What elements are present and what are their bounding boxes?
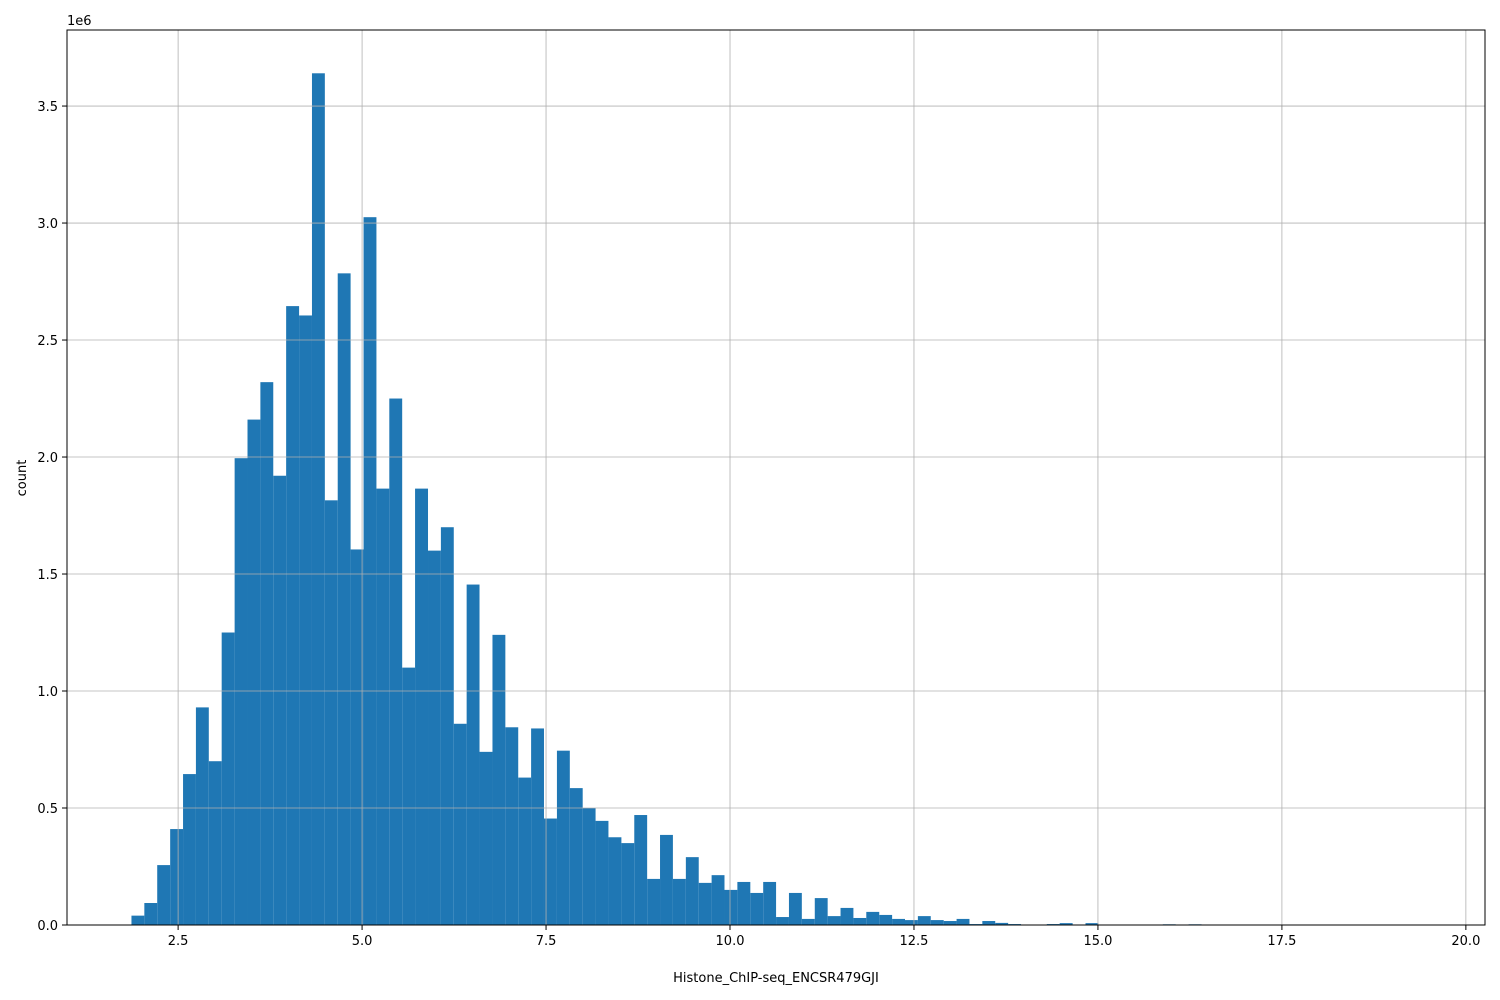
bar bbox=[428, 550, 441, 925]
bar bbox=[892, 918, 905, 925]
bar bbox=[621, 843, 635, 925]
x-tick-label: 12.5 bbox=[899, 934, 928, 949]
bar bbox=[260, 382, 274, 925]
bar bbox=[930, 920, 944, 925]
bar bbox=[582, 808, 596, 925]
bar bbox=[466, 584, 480, 925]
bar bbox=[453, 723, 467, 925]
bar bbox=[195, 707, 209, 925]
bar bbox=[956, 918, 970, 925]
bar bbox=[698, 882, 712, 925]
bar bbox=[763, 881, 777, 925]
bar bbox=[234, 458, 248, 925]
bar bbox=[814, 898, 828, 925]
bar bbox=[311, 73, 325, 925]
bar bbox=[337, 273, 351, 925]
bar bbox=[724, 889, 738, 925]
bar bbox=[1085, 923, 1099, 925]
bar bbox=[943, 921, 957, 925]
y-offset-label: 1e6 bbox=[67, 14, 92, 29]
bar bbox=[595, 820, 609, 925]
x-tick-label: 2.5 bbox=[168, 934, 189, 949]
bar bbox=[879, 914, 893, 925]
y-axis-label: count bbox=[15, 460, 30, 497]
bar bbox=[711, 875, 725, 925]
y-tick-label: 3.5 bbox=[37, 100, 58, 115]
bar bbox=[389, 398, 403, 925]
bar bbox=[376, 488, 390, 925]
bar bbox=[350, 549, 364, 925]
y-tick-label: 3.0 bbox=[37, 217, 58, 232]
x-tick-label: 7.5 bbox=[536, 934, 557, 949]
bar bbox=[750, 892, 764, 925]
bar bbox=[402, 667, 416, 925]
x-tick-label: 5.0 bbox=[352, 934, 373, 949]
bar bbox=[131, 915, 145, 925]
bar bbox=[183, 774, 196, 925]
bar bbox=[904, 920, 918, 925]
y-tick-label: 1.0 bbox=[37, 685, 58, 700]
x-tick-label: 10.0 bbox=[716, 934, 745, 949]
bar bbox=[144, 903, 158, 925]
bar bbox=[788, 892, 802, 925]
bar bbox=[324, 500, 338, 925]
bar bbox=[363, 217, 377, 925]
bar bbox=[840, 907, 854, 925]
bar bbox=[737, 881, 751, 925]
y-tick-label: 1.5 bbox=[37, 568, 58, 583]
y-tick-label: 2.5 bbox=[37, 334, 58, 349]
bar bbox=[492, 634, 506, 925]
bar bbox=[685, 857, 699, 925]
bar bbox=[801, 918, 815, 925]
bar bbox=[647, 878, 661, 925]
bar bbox=[556, 750, 570, 925]
bar bbox=[827, 916, 841, 925]
x-tick-label: 17.5 bbox=[1267, 934, 1296, 949]
y-tick-label: 2.0 bbox=[37, 451, 58, 466]
bar bbox=[917, 916, 931, 925]
bar bbox=[157, 865, 171, 925]
plot-frame bbox=[66, 29, 1486, 926]
bar bbox=[273, 475, 287, 925]
bar bbox=[505, 727, 519, 925]
bar bbox=[608, 837, 622, 925]
bar bbox=[247, 419, 261, 925]
x-tick-label: 20.0 bbox=[1451, 934, 1480, 949]
bar bbox=[221, 632, 235, 925]
bar bbox=[866, 911, 880, 925]
bar bbox=[569, 788, 583, 925]
bar bbox=[776, 917, 789, 925]
bar bbox=[479, 751, 493, 925]
bar bbox=[634, 815, 648, 925]
x-axis-label: Histone_ChIP-seq_ENCSR479GJI bbox=[673, 971, 879, 986]
bar bbox=[208, 761, 222, 925]
bar bbox=[518, 777, 532, 925]
bar bbox=[672, 878, 686, 925]
bar bbox=[543, 818, 557, 925]
bar bbox=[995, 922, 1009, 925]
bar bbox=[440, 527, 454, 925]
bar bbox=[1059, 923, 1073, 925]
bar bbox=[982, 921, 996, 925]
bar bbox=[531, 728, 544, 925]
bar bbox=[286, 306, 300, 925]
bar bbox=[415, 488, 429, 925]
bar bbox=[660, 834, 673, 925]
x-tick-label: 15.0 bbox=[1083, 934, 1112, 949]
bar bbox=[299, 315, 312, 925]
bar bbox=[170, 829, 184, 925]
y-tick-label: 0.5 bbox=[37, 802, 58, 817]
y-tick-label: 0.0 bbox=[37, 919, 58, 934]
bar bbox=[853, 917, 867, 925]
